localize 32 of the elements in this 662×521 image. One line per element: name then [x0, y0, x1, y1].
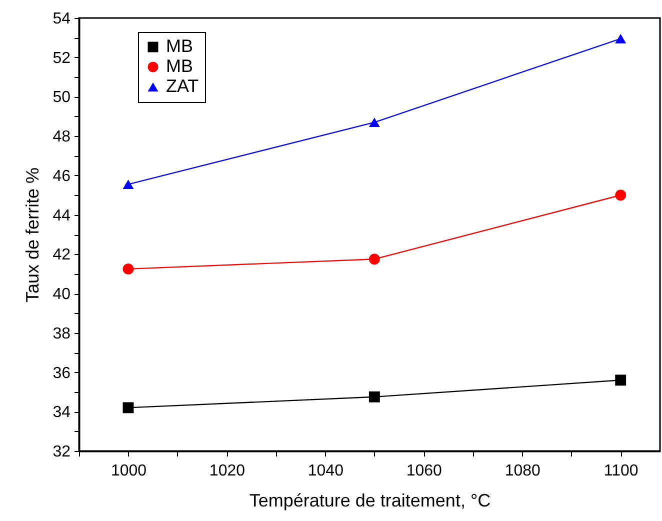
point: [615, 374, 626, 386]
point: [368, 391, 380, 402]
x-tick-label: 1100: [604, 462, 638, 480]
point: [368, 254, 380, 265]
y-tick-label: 52: [52, 50, 71, 67]
x-axis-title: Température de traitement, °C: [249, 490, 491, 510]
y-tick-label: 38: [52, 325, 71, 342]
y-tick-label: 46: [52, 168, 71, 185]
legend-label: MB: [166, 56, 193, 76]
point: [122, 180, 134, 190]
y-tick-label: 36: [52, 364, 71, 382]
x-tick-label: 1060: [406, 462, 442, 480]
point: [368, 118, 380, 128]
y-tick-label: 32: [52, 444, 71, 460]
y-tick-label: 48: [52, 128, 71, 146]
y-tick-label: 50: [52, 89, 71, 106]
legend-label: ZAT: [166, 76, 199, 96]
point: [615, 34, 626, 44]
x-tick-label: 1080: [504, 462, 541, 480]
point: [615, 190, 626, 201]
y-axis-title: Taux de ferrite %: [22, 167, 43, 303]
y-tick-label: 40: [52, 286, 71, 304]
y-tick-label: 34: [52, 404, 71, 422]
point: [122, 263, 134, 274]
legend-label: MB: [166, 36, 193, 56]
x-tick-label: 1000: [110, 462, 147, 480]
y-tick-label: 44: [52, 207, 71, 224]
x-tick-label: 1020: [209, 462, 246, 480]
x-tick-label: 1040: [308, 462, 344, 480]
y-tick-label: 54: [52, 10, 71, 28]
point: [122, 402, 134, 414]
y-tick-label: 42: [52, 246, 71, 264]
